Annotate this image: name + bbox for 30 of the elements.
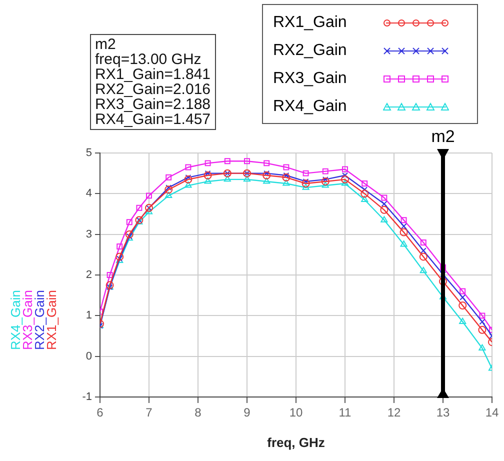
x-tick-label: 8 [194,406,202,420]
x-tick-label: 14 [485,406,499,420]
x-tick-label: 6 [96,406,104,420]
legend-label: RX1_Gain [273,14,348,32]
y-tick-label: 5 [86,147,92,160]
x-tick-label: 13 [436,406,450,420]
legend-label: RX3_Gain [273,70,348,88]
text: RX1_Gain [44,290,59,350]
x-tick-label: 12 [387,406,401,420]
text: RX4_Gain [8,290,23,350]
text: RX3_Gain=2.188 [95,96,211,113]
y-tick-label: 1 [86,310,92,322]
x-axis-title: freq, GHz [267,434,326,450]
y-tick-label: -1 [82,391,92,404]
y-tick-label: 2 [86,269,92,282]
x-tick-label: 7 [146,406,153,420]
legend-label: RX4_Gain [273,98,348,116]
x-tick-label: 10 [289,406,303,420]
legend-label: RX2_Gain [273,42,348,60]
y-tick-label: 3 [86,228,92,240]
y-tick-label: 4 [86,188,92,200]
x-tick-label: 9 [244,406,251,420]
x-tick-label: 11 [338,406,352,420]
y-tick-label: 0 [86,350,92,362]
text: freq=13.00 GHz [95,51,202,68]
text: m2 [95,36,117,53]
text: RX1_Gain=1.841 [95,66,211,83]
ref-line-label: m2 [431,127,455,146]
text: RX2_Gain=2.016 [95,81,211,98]
text: RX4_Gain=1.457 [95,111,211,128]
